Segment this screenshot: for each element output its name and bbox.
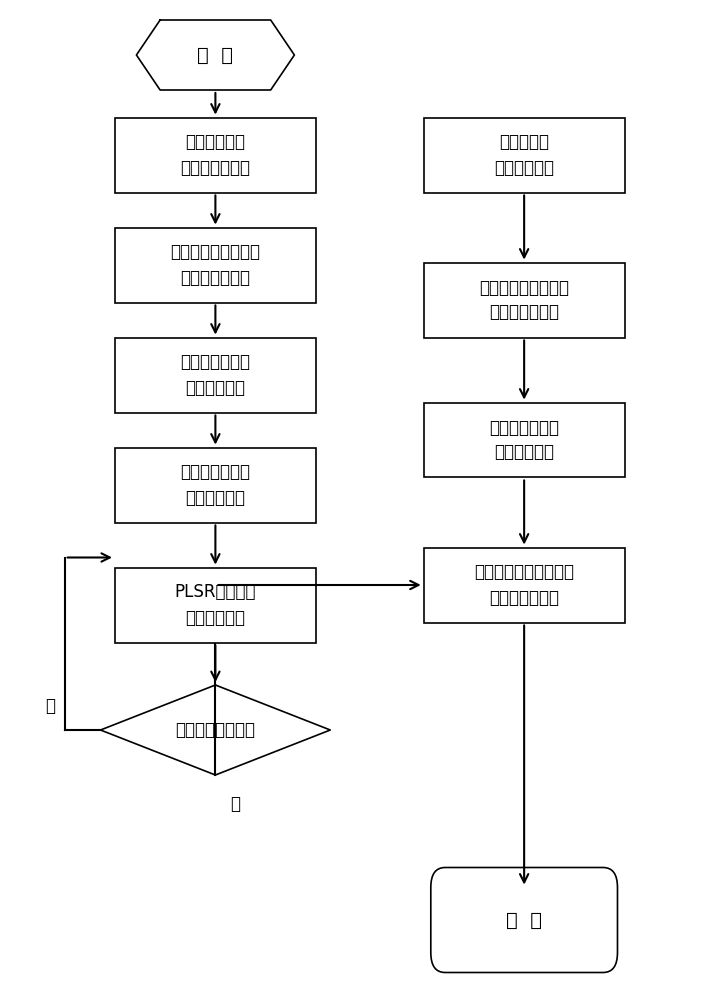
- Text: 获取一定数量的
训练样本参量: 获取一定数量的 训练样本参量: [180, 464, 251, 506]
- FancyBboxPatch shape: [424, 402, 625, 477]
- FancyBboxPatch shape: [115, 117, 316, 192]
- FancyBboxPatch shape: [424, 117, 625, 192]
- Text: 单个训练样本
的三面图像采集: 单个训练样本 的三面图像采集: [180, 133, 251, 176]
- Text: 灰度处理、图像分割
及边缘特征提取: 灰度处理、图像分割 及边缘特征提取: [479, 278, 569, 322]
- Text: 获取三面图像的
六个尺寸参量: 获取三面图像的 六个尺寸参量: [489, 418, 559, 462]
- FancyBboxPatch shape: [431, 867, 617, 972]
- Text: 开  始: 开 始: [197, 45, 233, 64]
- FancyBboxPatch shape: [424, 263, 625, 338]
- Polygon shape: [101, 685, 330, 775]
- Text: PLSR建模获得
体积预测模型: PLSR建模获得 体积预测模型: [174, 584, 256, 626]
- Text: 否: 否: [45, 697, 55, 715]
- FancyBboxPatch shape: [115, 338, 316, 412]
- Text: 结  束: 结 束: [506, 910, 542, 930]
- Text: 模型符合精度要求: 模型符合精度要求: [175, 721, 256, 739]
- FancyBboxPatch shape: [115, 567, 316, 642]
- Text: 利用体积预测模型计算
待测农产品体积: 利用体积预测模型计算 待测农产品体积: [474, 564, 574, 606]
- Polygon shape: [136, 20, 294, 90]
- Text: 是: 是: [230, 795, 240, 813]
- FancyBboxPatch shape: [424, 548, 625, 622]
- FancyBboxPatch shape: [115, 448, 316, 522]
- FancyBboxPatch shape: [115, 228, 316, 302]
- Text: 获取三面图像的
六个尺寸参量: 获取三面图像的 六个尺寸参量: [180, 354, 251, 396]
- Text: 灰度处理、图像分割
及边缘特征提取: 灰度处理、图像分割 及边缘特征提取: [170, 243, 261, 286]
- Text: 待测农产品
三面图像采集: 待测农产品 三面图像采集: [494, 133, 554, 176]
